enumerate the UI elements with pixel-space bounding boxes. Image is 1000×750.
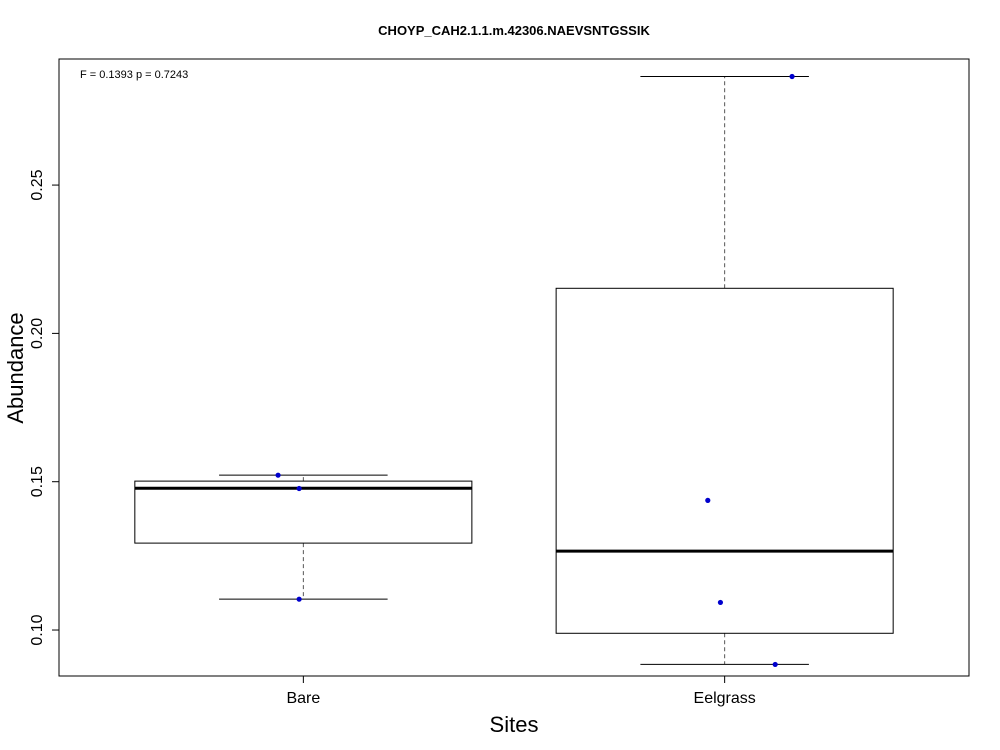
y-axis-title: Abundance <box>3 312 28 423</box>
box-bare <box>134 474 473 600</box>
x-tick-label: Eelgrass <box>694 690 756 707</box>
x-axis-title: Sites <box>490 712 539 737</box>
plot-frame <box>58 58 970 677</box>
y-axis: 0.10 0.15 0.20 0.25 <box>29 169 60 646</box>
x-tick-label: Bare <box>286 690 320 707</box>
iqr-box <box>134 480 473 544</box>
data-point <box>296 485 302 492</box>
chart-title: CHOYP_CAH2.1.1.m.42306.NAEVSNTGSSIK <box>378 23 650 38</box>
boxes-group <box>134 76 894 665</box>
data-point <box>705 497 711 503</box>
y-tick-label: 0.20 <box>29 318 46 349</box>
points-group <box>275 73 795 668</box>
y-tick-label: 0.25 <box>29 169 46 200</box>
box-eelgrass <box>555 76 894 665</box>
iqr-box <box>555 287 894 634</box>
stats-annotation: F = 0.1393 p = 0.7243 <box>80 69 188 81</box>
x-axis: Bare Eelgrass <box>286 676 756 707</box>
data-point <box>296 596 302 602</box>
y-tick-label: 0.10 <box>29 614 46 645</box>
y-tick-label: 0.15 <box>29 466 46 497</box>
data-point <box>717 599 724 606</box>
data-point <box>772 661 778 668</box>
data-point <box>789 73 795 80</box>
data-point <box>275 472 281 478</box>
